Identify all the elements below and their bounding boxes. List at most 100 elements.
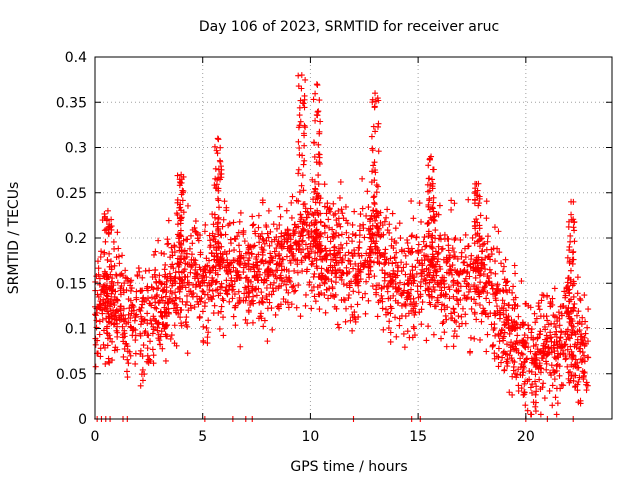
- data-point: [370, 259, 377, 266]
- data-point: [519, 351, 526, 358]
- data-point: [273, 225, 280, 232]
- data-point: [216, 157, 223, 164]
- data-point: [557, 335, 564, 342]
- data-point: [578, 333, 585, 340]
- data-point: [313, 159, 320, 166]
- data-point: [475, 180, 482, 187]
- data-point: [454, 255, 461, 262]
- data-point: [170, 297, 177, 304]
- data-point: [316, 248, 323, 255]
- data-point: [153, 293, 160, 300]
- data-point: [152, 267, 159, 274]
- data-point: [565, 369, 572, 376]
- data-point: [382, 259, 389, 266]
- data-point: [549, 295, 556, 302]
- data-point: [252, 286, 259, 293]
- data-point: [393, 288, 400, 295]
- data-point: [283, 207, 290, 214]
- data-point: [113, 272, 120, 279]
- data-point: [342, 203, 349, 210]
- data-point: [113, 254, 120, 261]
- data-point: [471, 335, 478, 342]
- data-point: [571, 227, 578, 234]
- data-point: [351, 314, 358, 321]
- data-point: [511, 346, 518, 353]
- data-point: [472, 274, 479, 281]
- data-point: [385, 283, 392, 290]
- data-point: [436, 202, 443, 209]
- data-point: [232, 236, 239, 243]
- data-point: [297, 118, 304, 125]
- data-point: [426, 175, 433, 182]
- data-point: [558, 310, 565, 317]
- data-point: [291, 221, 298, 228]
- data-point: [373, 98, 380, 105]
- data-point: [153, 279, 160, 286]
- data-point: [401, 287, 408, 294]
- data-point: [301, 104, 308, 111]
- data-point: [552, 324, 559, 331]
- data-point: [386, 229, 393, 236]
- data-point: [568, 348, 575, 355]
- data-point: [235, 288, 242, 295]
- data-point: [263, 292, 270, 299]
- data-point: [363, 212, 370, 219]
- data-point: [490, 326, 497, 333]
- data-point: [150, 326, 157, 333]
- data-point: [108, 280, 115, 287]
- data-point: [366, 263, 373, 270]
- data-point: [384, 288, 391, 295]
- data-point: [532, 319, 539, 326]
- data-point: [374, 95, 381, 102]
- data-point: [484, 233, 491, 240]
- data-point: [110, 238, 117, 245]
- data-point: [214, 150, 221, 157]
- data-point: [352, 273, 359, 280]
- data-point: [104, 207, 111, 214]
- data-point: [309, 243, 316, 250]
- data-point: [284, 227, 291, 234]
- data-point: [357, 211, 364, 218]
- data-point: [355, 289, 362, 296]
- axis-ticks: [94, 56, 612, 420]
- data-point: [441, 302, 448, 309]
- data-point: [192, 284, 199, 291]
- data-point: [462, 275, 469, 282]
- data-point: [415, 294, 422, 301]
- data-point: [425, 323, 432, 330]
- data-point: [295, 138, 302, 145]
- data-point: [289, 284, 296, 291]
- data-point: [401, 281, 408, 288]
- data-point: [97, 253, 104, 260]
- data-point: [237, 343, 244, 350]
- data-point: [572, 356, 579, 363]
- data-point: [180, 188, 187, 195]
- data-point: [580, 370, 587, 377]
- data-point: [152, 248, 159, 255]
- data-point: [389, 210, 396, 217]
- data-point: [295, 223, 302, 230]
- data-point: [292, 228, 299, 235]
- data-point: [248, 251, 255, 258]
- data-point: [417, 291, 424, 298]
- data-point: [139, 295, 146, 302]
- data-point: [369, 168, 376, 175]
- data-point: [138, 371, 145, 378]
- data-point: [333, 229, 340, 236]
- data-point: [121, 280, 128, 287]
- data-point: [235, 271, 242, 278]
- data-point: [455, 313, 462, 320]
- data-point: [317, 118, 324, 125]
- data-point: [392, 259, 399, 266]
- x-axis-label: GPS time / hours: [290, 459, 407, 475]
- data-point: [193, 293, 200, 300]
- data-point: [351, 208, 358, 215]
- data-point: [176, 215, 183, 222]
- data-point: [563, 328, 570, 335]
- data-point: [386, 318, 393, 325]
- data-point: [321, 222, 328, 229]
- data-point: [408, 245, 415, 252]
- data-point: [421, 257, 428, 264]
- data-point: [167, 335, 174, 342]
- data-point: [229, 287, 236, 294]
